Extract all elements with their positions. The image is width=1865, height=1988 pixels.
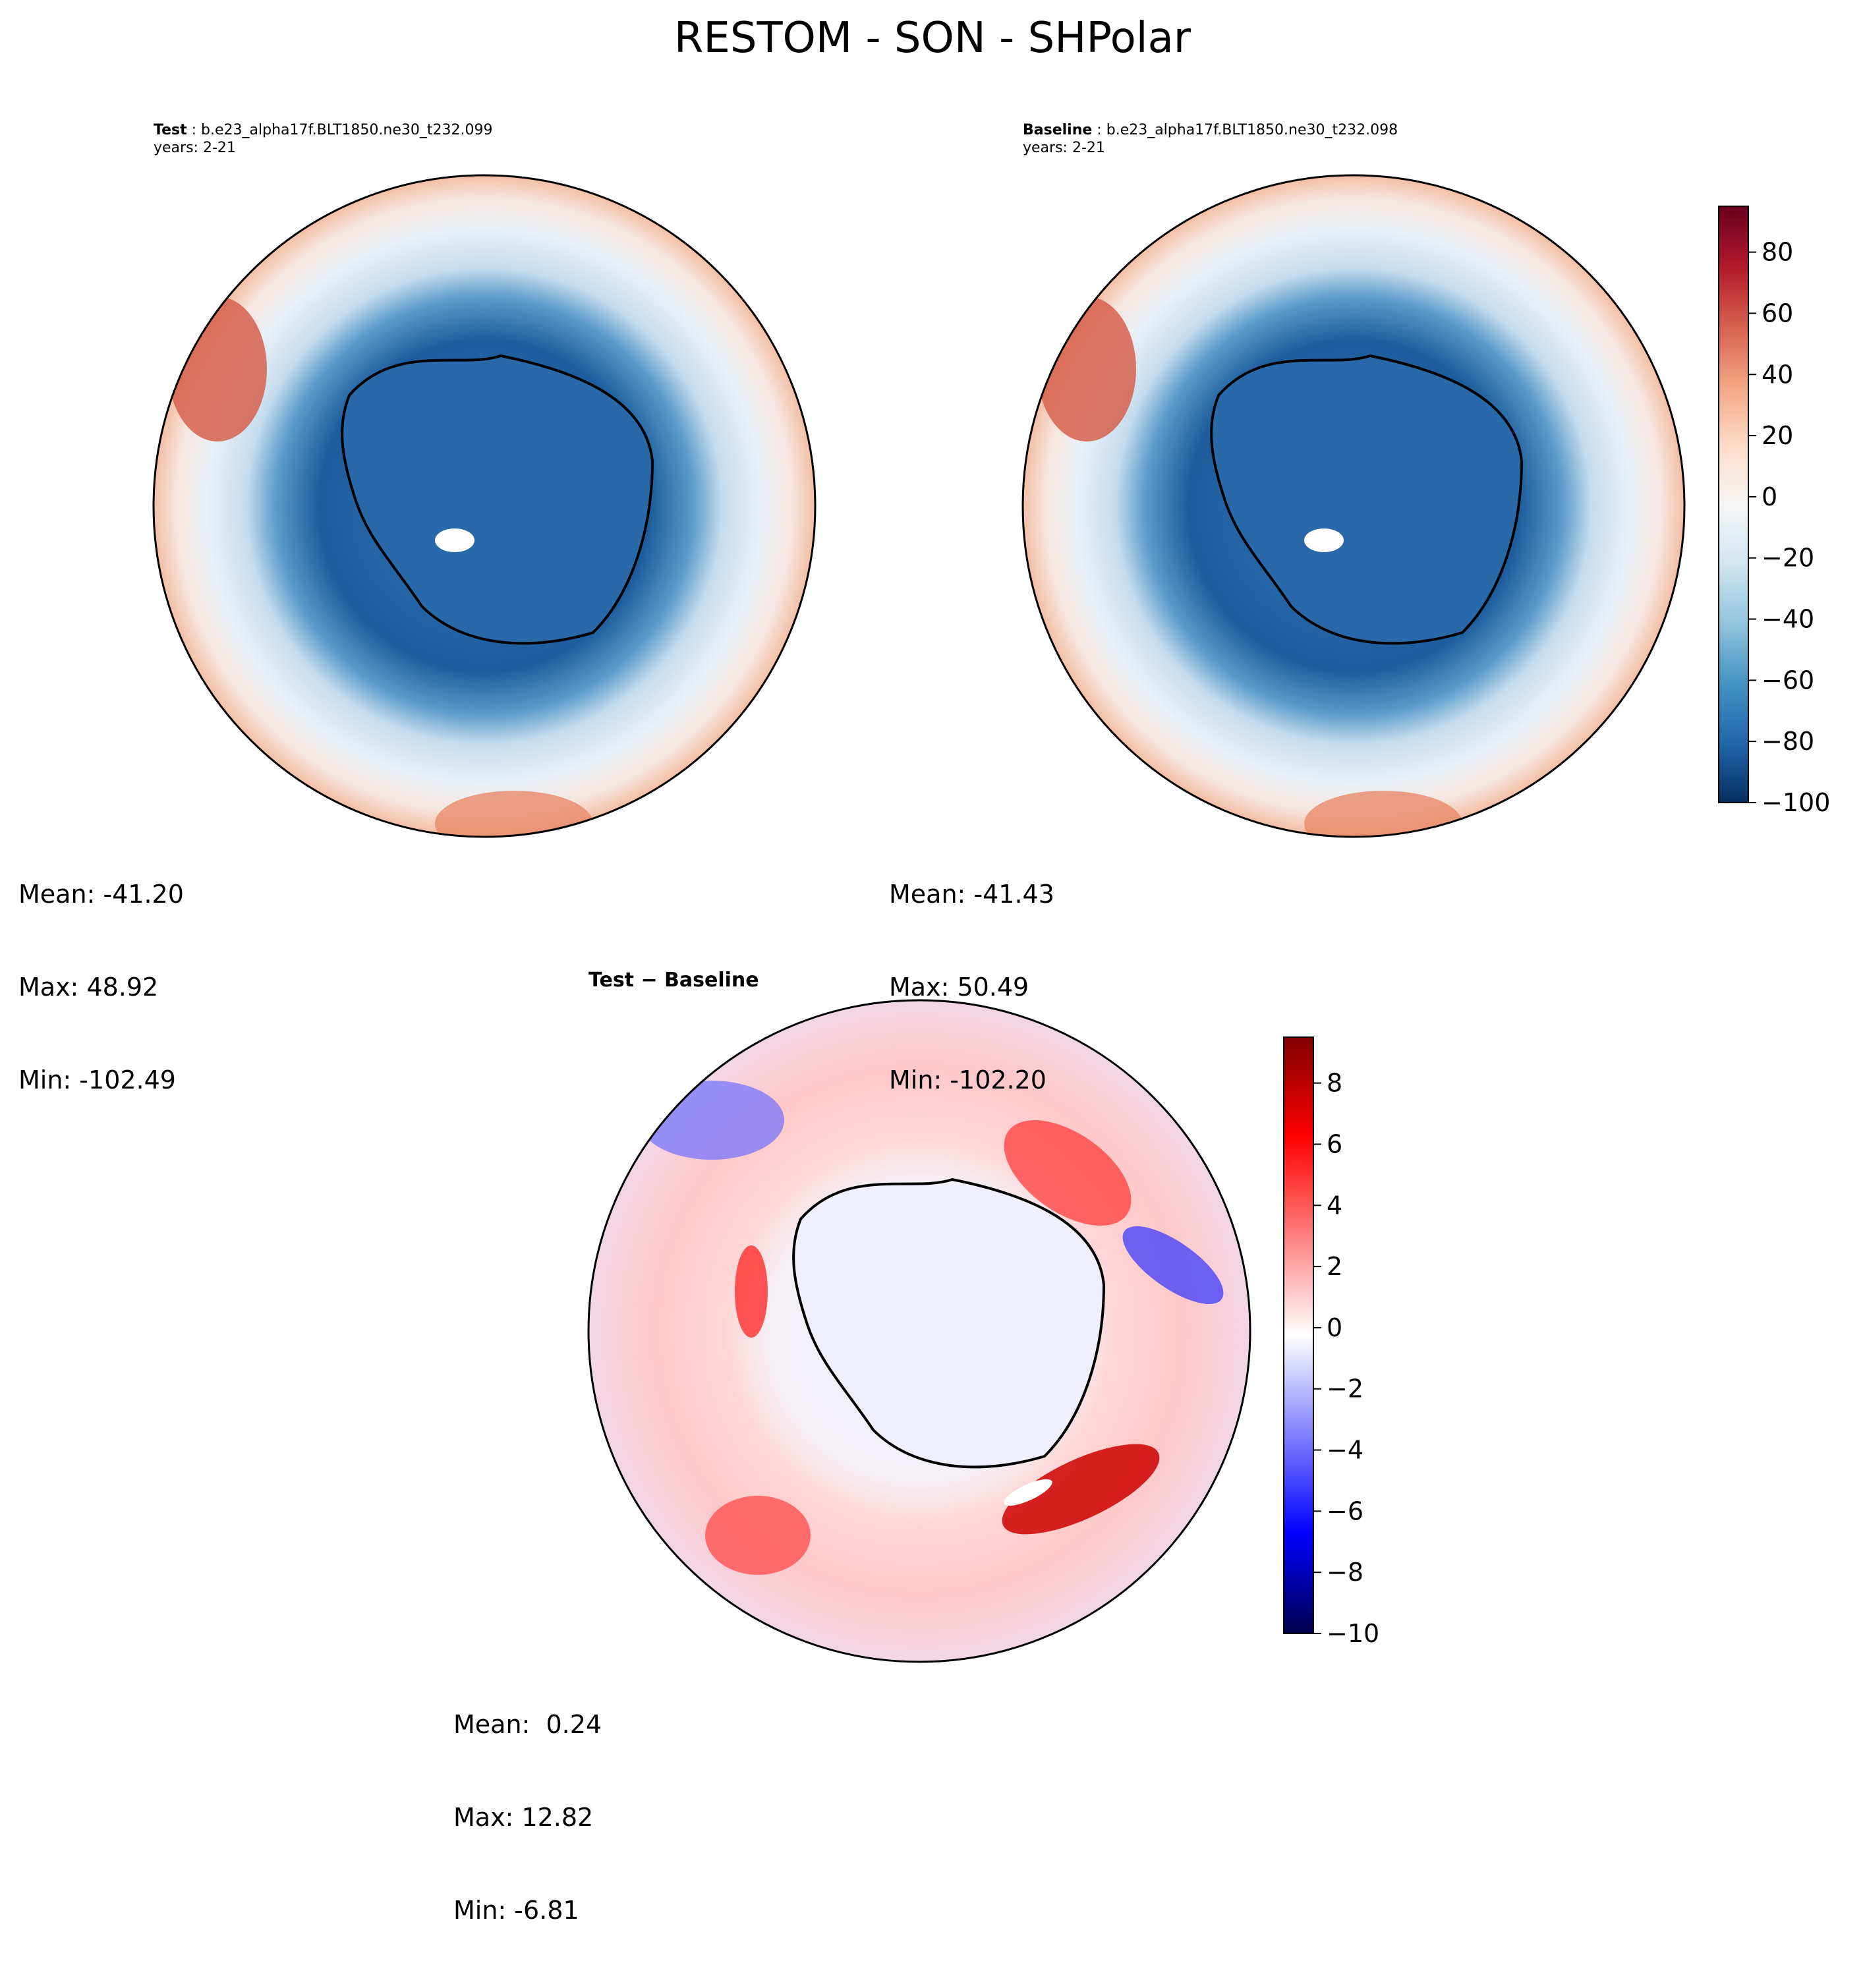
diff-colorbar-bar bbox=[1283, 1037, 1314, 1634]
diff-colorbar-tick-label: 2 bbox=[1327, 1252, 1342, 1281]
test-map-ice-shelf bbox=[435, 528, 474, 552]
test-mean: Mean: -41.20 bbox=[18, 880, 184, 909]
diff-mean: Mean: 0.24 bbox=[453, 1710, 602, 1739]
diff-colorbar-tick-label: −8 bbox=[1327, 1558, 1363, 1587]
diff-map-antarctica bbox=[792, 1178, 1106, 1469]
baseline-stats: Mean: -41.43 Max: 50.49 Min: -102.20 bbox=[889, 817, 1054, 1158]
baseline-subtitle: Baseline : b.e23_alpha17f.BLT1850.ne30_t… bbox=[1023, 122, 1398, 138]
main-colorbar-tick-label: −100 bbox=[1762, 788, 1830, 817]
test-map bbox=[152, 174, 817, 838]
test-stats: Mean: -41.20 Max: 48.92 Min: -102.49 bbox=[18, 817, 184, 1158]
diff-map-red-patch-peninsula bbox=[735, 1245, 768, 1338]
main-colorbar-bar bbox=[1718, 206, 1749, 803]
main-colorbar-tick-label: 20 bbox=[1762, 421, 1793, 450]
baseline-min: Min: -102.20 bbox=[889, 1065, 1047, 1094]
main-colorbar-tick-label: 0 bbox=[1762, 482, 1777, 511]
diff-title: Test − Baseline bbox=[588, 969, 759, 992]
diff-map-blue-patch-e bbox=[1122, 1226, 1224, 1305]
main-colorbar-tick-label: −60 bbox=[1762, 666, 1814, 695]
baseline-years: years: 2-21 bbox=[1023, 140, 1105, 156]
diff-colorbar-tick-label: 4 bbox=[1327, 1191, 1342, 1220]
diff-max: Max: 12.82 bbox=[453, 1803, 594, 1832]
test-map-warm-patch-south bbox=[435, 791, 593, 837]
baseline-max: Max: 50.49 bbox=[889, 973, 1029, 1002]
test-map-boundary bbox=[152, 174, 817, 838]
diff-map-boundary bbox=[587, 999, 1251, 1663]
main-colorbar-tick-label: −40 bbox=[1762, 605, 1814, 634]
diff-min: Min: -6.81 bbox=[453, 1896, 579, 1925]
test-map-antarctica bbox=[341, 354, 654, 645]
baseline-map-boundary bbox=[1021, 174, 1686, 838]
test-case-name: b.e23_alpha17f.BLT1850.ne30_t232.099 bbox=[201, 122, 493, 138]
test-years: years: 2-21 bbox=[154, 140, 236, 156]
baseline-map-warm-patch-south bbox=[1304, 791, 1462, 837]
main-colorbar-tick-label: 80 bbox=[1762, 238, 1793, 267]
baseline-map bbox=[1021, 174, 1686, 838]
diff-colorbar-tick-label: 6 bbox=[1327, 1129, 1342, 1158]
diff-colorbar: 8 6 4 2 0 −2 −4 −6 −8 −10 bbox=[1283, 1037, 1379, 1648]
diff-map-white-patch bbox=[1004, 1479, 1052, 1506]
baseline-label: Baseline bbox=[1023, 122, 1093, 138]
test-subtitle: Test : b.e23_alpha17f.BLT1850.ne30_t232.… bbox=[154, 122, 493, 138]
diff-stats: Mean: 0.24 Max: 12.82 Min: -6.81 bbox=[453, 1647, 602, 1988]
main-colorbar-tick-label: −80 bbox=[1762, 727, 1814, 756]
baseline-case-name: b.e23_alpha17f.BLT1850.ne30_t232.098 bbox=[1106, 122, 1398, 138]
diff-map-red-patch-ne bbox=[1004, 1120, 1132, 1226]
diff-colorbar-tick-label: −2 bbox=[1327, 1375, 1363, 1404]
baseline-map-antarctica bbox=[1210, 354, 1524, 645]
diff-colorbar-tick-label: −10 bbox=[1327, 1619, 1379, 1648]
figure-title: RESTOM - SON - SHPolar bbox=[674, 14, 1191, 63]
baseline-map-ice-shelf bbox=[1304, 528, 1344, 552]
diff-map-red-patch-sw bbox=[705, 1496, 811, 1575]
main-colorbar-tick-label: 60 bbox=[1762, 298, 1793, 327]
test-min: Min: -102.49 bbox=[18, 1065, 176, 1094]
test-label: Test bbox=[154, 122, 187, 138]
diff-map-blue-patch-nw bbox=[639, 1081, 784, 1160]
diff-colorbar-tick-label: 8 bbox=[1327, 1069, 1342, 1098]
baseline-mean: Mean: -41.43 bbox=[889, 880, 1054, 909]
figure: RESTOM - SON - SHPolar Test : b.e23_alph… bbox=[18, 14, 1830, 1925]
diff-map-red-patch-se bbox=[1002, 1444, 1160, 1535]
diff-colorbar-tick-label: −6 bbox=[1327, 1496, 1363, 1525]
main-colorbar: 80 60 40 20 0 −20 −40 −60 −80 −100 bbox=[1718, 206, 1830, 817]
diff-colorbar-tick-label: −4 bbox=[1327, 1436, 1363, 1465]
test-max: Max: 48.92 bbox=[18, 973, 159, 1002]
main-colorbar-tick-label: 40 bbox=[1762, 360, 1793, 389]
diff-colorbar-tick-label: 0 bbox=[1327, 1313, 1342, 1342]
main-colorbar-tick-label: −20 bbox=[1762, 544, 1814, 573]
